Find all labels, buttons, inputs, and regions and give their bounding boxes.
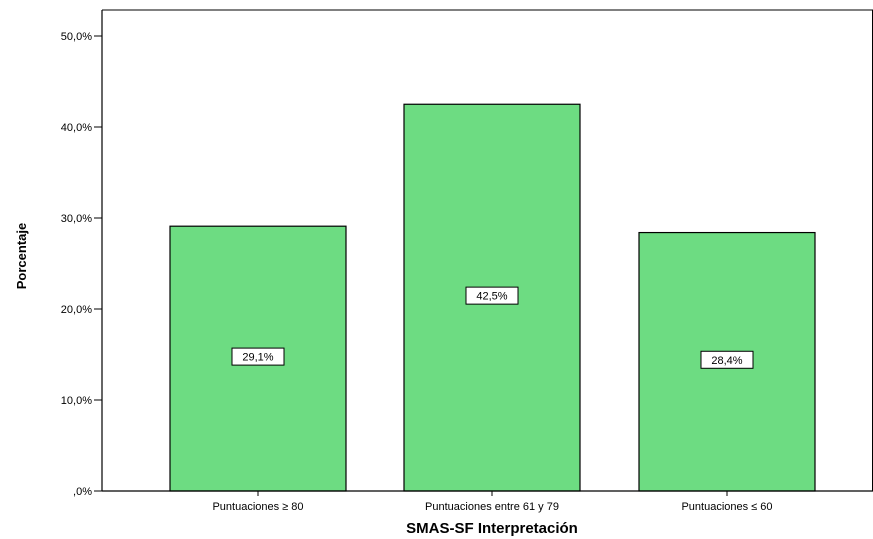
data-label-box [465,286,519,305]
y-tick-label: 30,0% [61,213,92,225]
x-tick-label: Puntuaciones ≤ 60 [681,501,772,513]
data-label-box [231,347,285,366]
y-axis-title: Porcentaje [14,223,29,289]
data-label: 29,1% [242,352,273,364]
x-axis-title: SMAS-SF Interpretación [406,520,578,537]
data-label: 42,5% [476,291,507,303]
y-tick-label: 10,0% [61,395,92,407]
y-tick-label: 50,0% [61,31,92,43]
data-label: 28,4% [711,355,742,367]
data-label-box [700,350,754,369]
y-tick-label: 20,0% [61,304,92,316]
x-tick-label: Puntuaciones entre 61 y 79 [425,501,559,513]
y-tick-label: 40,0% [61,122,92,134]
x-tick-label: Puntuaciones ≥ 80 [212,501,303,513]
y-tick-label: ,0% [73,486,92,498]
